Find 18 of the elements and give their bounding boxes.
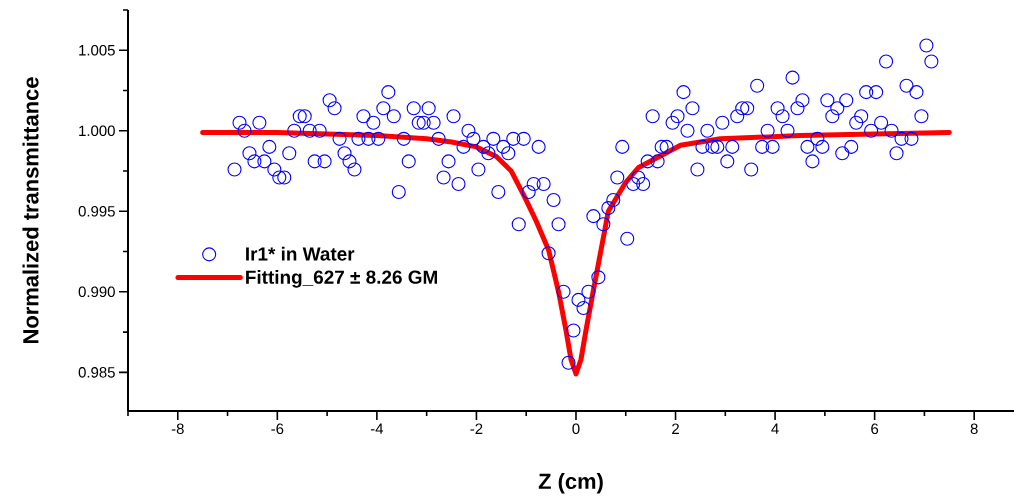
x-tick-label: 6 bbox=[871, 423, 879, 435]
x-tick-label: 8 bbox=[970, 423, 978, 435]
y-tick-label: 1.005 bbox=[79, 44, 115, 56]
x-axis-title: Z (cm) bbox=[538, 472, 603, 494]
y-tick-label: 0.995 bbox=[78, 206, 115, 217]
x-tick-label: 4 bbox=[771, 423, 779, 434]
y-tick-label: 0.985 bbox=[78, 367, 115, 378]
y-tick-label: 1.000 bbox=[79, 125, 115, 137]
x-tick-label: 0 bbox=[572, 423, 580, 435]
x-tick-label: 2 bbox=[672, 423, 679, 434]
y-tick-label: 0.990 bbox=[78, 286, 115, 298]
x-tick-label: -6 bbox=[271, 423, 284, 435]
legend-label: Fitting_627 ± 8.26 GM bbox=[246, 269, 437, 288]
x-tick-label: -2 bbox=[470, 423, 483, 434]
x-tick-label: -4 bbox=[370, 423, 384, 434]
y-axis-title: Normalized transmittance bbox=[22, 77, 39, 344]
x-tick-label: -8 bbox=[171, 423, 184, 435]
legend-label: Ir1* in Water bbox=[246, 246, 355, 261]
